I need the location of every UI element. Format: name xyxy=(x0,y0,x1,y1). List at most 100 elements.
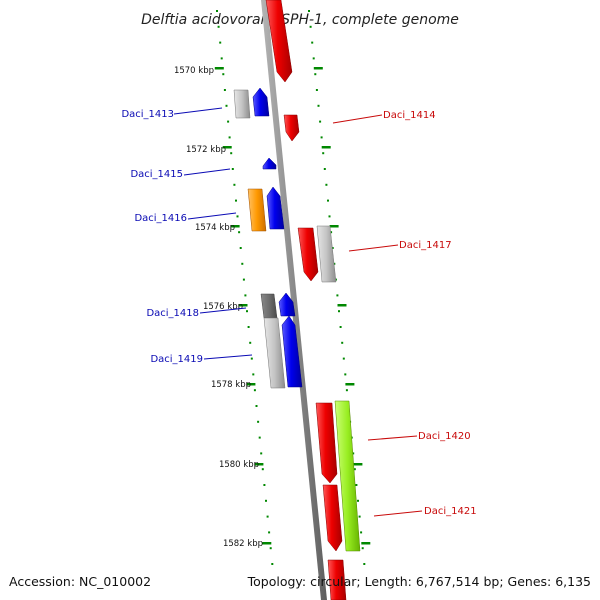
minor-tick xyxy=(258,436,261,439)
map-title: Delftia acidovorans SPH-1, complete geno… xyxy=(141,12,459,28)
minor-tick xyxy=(238,231,241,234)
gene-label-daci-1413[interactable]: Daci_1413 xyxy=(121,109,174,120)
gene-arrow-red[interactable] xyxy=(297,227,319,282)
gene-lime[interactable] xyxy=(334,400,361,552)
minor-tick xyxy=(246,310,248,313)
minor-tick xyxy=(236,215,239,218)
minor-tick xyxy=(239,247,242,249)
left-leader-lines xyxy=(173,107,253,360)
minor-tick xyxy=(328,215,331,218)
minor-tick xyxy=(266,515,269,518)
major-tick xyxy=(337,304,347,307)
gene-label-daci-1418[interactable]: Daci_1418 xyxy=(146,308,199,319)
minor-tick xyxy=(320,136,323,139)
minor-tick xyxy=(338,310,340,313)
minor-tick xyxy=(233,183,236,186)
major-tick xyxy=(353,463,363,466)
gene-arrow-blue[interactable] xyxy=(252,87,270,117)
minor-tick xyxy=(315,89,318,91)
minor-tick xyxy=(308,10,310,12)
gene-label-daci-1416[interactable]: Daci_1416 xyxy=(134,213,187,224)
minor-tick xyxy=(323,168,326,170)
minor-tick xyxy=(253,389,256,392)
gene-arrow-blue[interactable] xyxy=(281,315,303,388)
gene-arrow-red[interactable] xyxy=(322,484,343,552)
scale-label-1578: 1578 kbp xyxy=(211,380,251,390)
minor-tick xyxy=(327,199,329,202)
scale-label-1582: 1582 kbp xyxy=(223,539,263,549)
gene-orange[interactable] xyxy=(247,188,267,232)
minor-tick xyxy=(268,531,271,534)
minor-tick xyxy=(325,183,328,186)
minor-tick xyxy=(353,468,356,471)
minor-tick xyxy=(345,389,348,392)
gene-label-daci-1414[interactable]: Daci_1414 xyxy=(383,110,436,121)
gene-label-daci-1417[interactable]: Daci_1417 xyxy=(399,240,452,251)
minor-tick xyxy=(227,120,230,123)
minor-tick xyxy=(216,10,218,12)
minor-tick xyxy=(331,247,334,249)
minor-tick xyxy=(260,452,263,455)
major-tick xyxy=(254,463,264,466)
minor-tick xyxy=(358,515,361,518)
minor-tick xyxy=(355,484,358,486)
minor-tick xyxy=(257,420,260,423)
major-tick xyxy=(238,304,248,307)
major-tick xyxy=(222,146,232,149)
minor-tick xyxy=(242,278,245,281)
minor-tick xyxy=(314,73,317,76)
gene-gray[interactable] xyxy=(316,225,337,283)
minor-tick xyxy=(252,373,255,376)
gene-dark-gray xyxy=(260,293,278,319)
gene-arrow-red[interactable] xyxy=(265,0,293,83)
major-tick xyxy=(345,383,355,386)
minor-tick xyxy=(263,484,266,486)
gene-label-daci-1421[interactable]: Daci_1421 xyxy=(424,506,477,517)
minor-tick xyxy=(247,326,250,328)
minor-tick xyxy=(339,326,342,328)
minor-tick xyxy=(230,152,233,155)
minor-tick xyxy=(352,452,355,455)
major-tick xyxy=(246,383,256,386)
minor-tick xyxy=(265,499,267,502)
minor-tick xyxy=(322,152,325,155)
scale-label-1580: 1580 kbp xyxy=(219,460,259,470)
gene-gray[interactable] xyxy=(233,89,251,119)
gene-label-daci-1419[interactable]: Daci_1419 xyxy=(150,354,203,365)
minor-tick xyxy=(271,563,274,565)
gene-arrow-red[interactable] xyxy=(327,559,347,600)
minor-tick xyxy=(241,262,244,265)
major-tick xyxy=(321,146,331,149)
minor-tick xyxy=(217,25,220,28)
minor-tick xyxy=(360,531,363,534)
gene-arrow-red[interactable] xyxy=(315,402,338,484)
scale-label-1572: 1572 kbp xyxy=(186,145,226,155)
minor-tick xyxy=(312,57,315,60)
gene-label-daci-1420[interactable]: Daci_1420 xyxy=(418,431,471,442)
accession-text: Accession: NC_010002 xyxy=(9,574,151,589)
minor-tick xyxy=(336,294,339,297)
gene-gray[interactable] xyxy=(263,317,286,389)
scale-label-1576: 1576 kbp xyxy=(203,302,243,312)
minor-tick xyxy=(311,41,314,44)
gene-arrow-blue[interactable] xyxy=(266,186,285,230)
minor-tick xyxy=(219,41,222,44)
major-tick xyxy=(313,67,323,70)
gene-arrow-red[interactable] xyxy=(283,114,300,142)
minor-tick xyxy=(231,168,234,170)
minor-tick xyxy=(250,357,253,360)
minor-tick xyxy=(255,405,258,407)
major-tick xyxy=(262,542,272,545)
minor-tick xyxy=(361,547,364,550)
minor-tick xyxy=(222,73,225,76)
major-tick xyxy=(214,67,224,70)
minor-tick xyxy=(363,563,366,565)
gene-arrow-blue[interactable] xyxy=(262,157,277,170)
gene-arrow-blue[interactable] xyxy=(278,292,296,317)
minor-tick xyxy=(319,120,322,123)
minor-tick xyxy=(235,199,237,202)
gene-label-daci-1415[interactable]: Daci_1415 xyxy=(130,169,183,180)
scale-label-1574: 1574 kbp xyxy=(195,223,235,233)
right-leader-lines xyxy=(332,114,423,517)
minor-tick xyxy=(341,341,344,344)
